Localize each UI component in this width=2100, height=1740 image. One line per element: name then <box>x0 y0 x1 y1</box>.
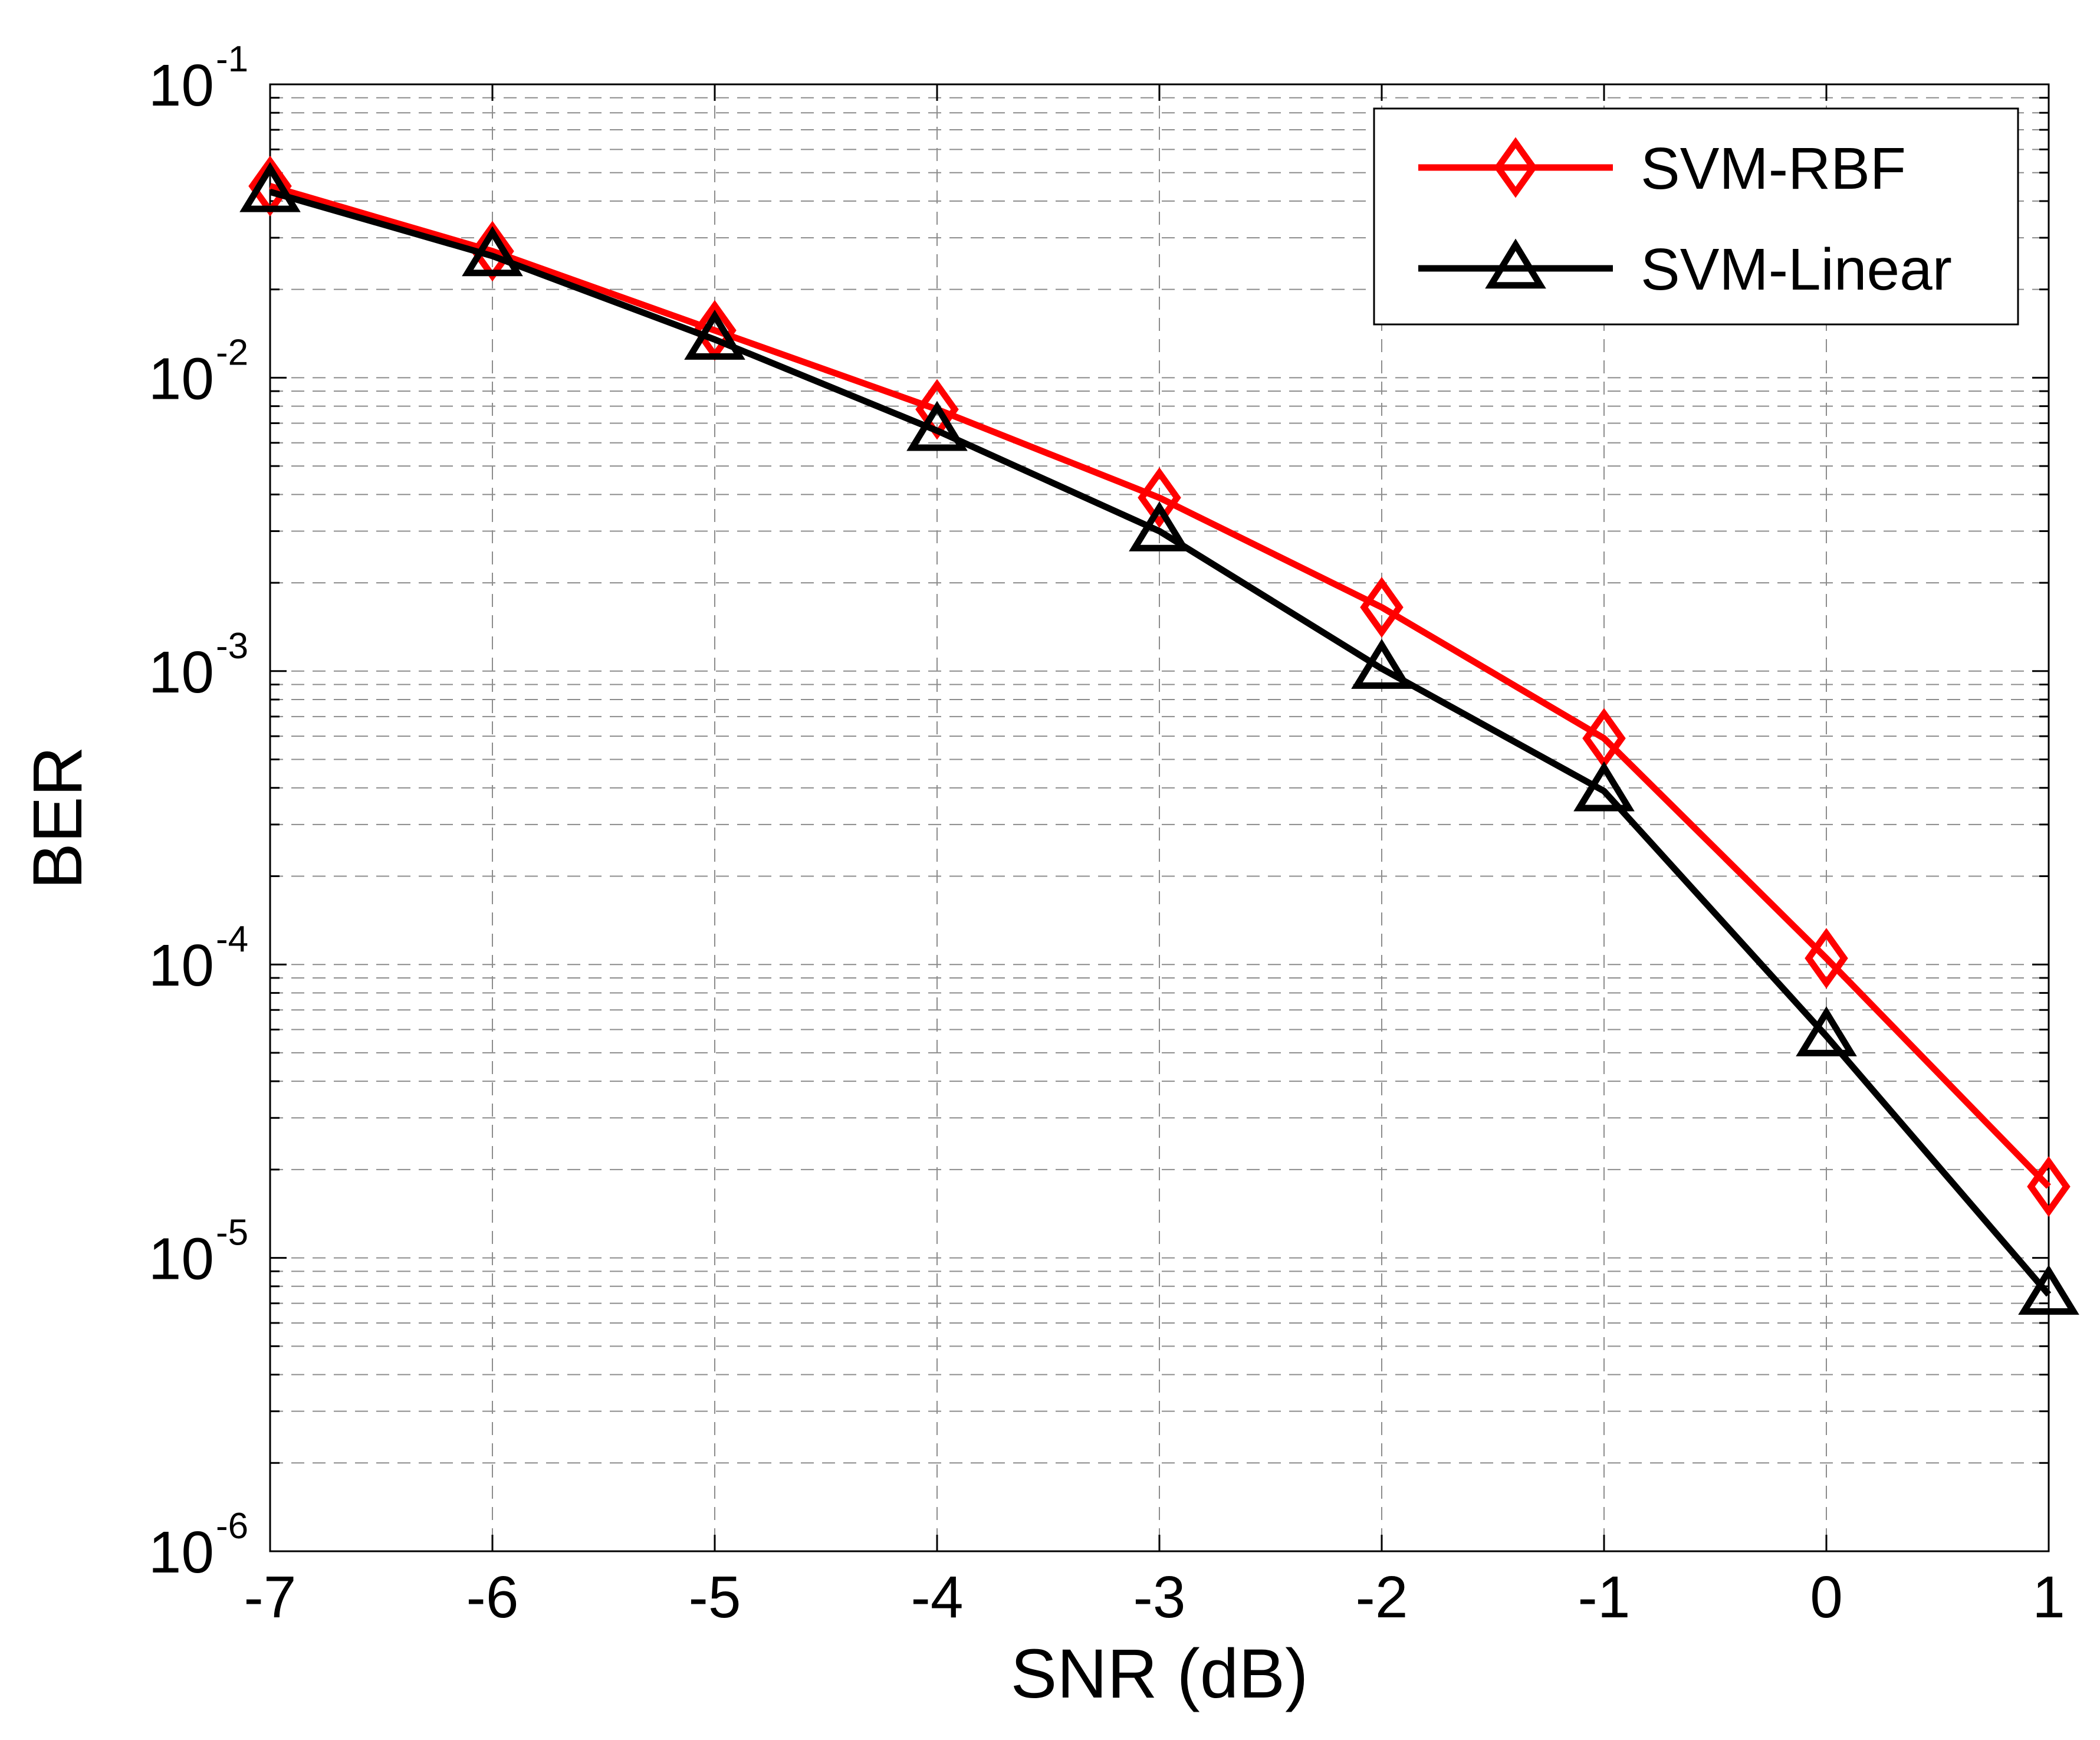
data-point-diamond <box>1805 928 1848 989</box>
axis-ticks: -7 -6 -5 -4 -3 -2 -1 0 110-610-510-410-310-210-1 <box>149 39 2065 1630</box>
x-tick-label: -3 <box>1133 1564 1186 1630</box>
x-tick-label: 1 <box>2032 1564 2065 1630</box>
y-tick-label: 10 <box>149 346 214 412</box>
y-tick-label: 10 <box>149 1226 214 1292</box>
data-point-triangle <box>1129 501 1190 551</box>
data-point-triangle <box>2018 1265 2079 1315</box>
data-point-triangle <box>1485 238 1546 289</box>
data-point-diamond <box>1138 467 1181 528</box>
legend-box <box>1373 107 2019 326</box>
x-tick-label: -6 <box>466 1564 519 1630</box>
series-group <box>239 156 2079 1315</box>
data-point-triangle <box>239 162 301 212</box>
x-axis-title: SNR (dB) <box>1011 1635 1309 1713</box>
data-point-triangle <box>1351 638 1412 689</box>
data-point-triangle <box>1796 1006 1857 1056</box>
legend: SVM-RBF SVM-Linear <box>1373 107 2019 326</box>
data-point-triangle <box>1573 761 1635 812</box>
y-tick-exponent: -6 <box>216 1506 248 1547</box>
data-point-diamond <box>1360 577 1404 638</box>
data-point-diamond <box>1494 137 1537 198</box>
y-tick-label: 10 <box>149 639 214 705</box>
legend-label-svm-linear: SVM-Linear <box>1641 237 1952 303</box>
y-tick-label: 10 <box>149 933 214 999</box>
data-point-triangle <box>684 310 745 360</box>
y-tick-exponent: -1 <box>216 39 248 80</box>
y-tick-exponent: -2 <box>216 332 248 373</box>
data-point-triangle <box>462 226 523 277</box>
y-tick-exponent: -5 <box>216 1213 248 1253</box>
data-point-triangle <box>906 400 968 451</box>
y-tick-exponent: -4 <box>216 919 248 960</box>
x-tick-label: -2 <box>1356 1564 1408 1630</box>
y-axis-title: BER <box>19 746 97 889</box>
legend-label-svm-rbf: SVM-RBF <box>1641 136 1906 202</box>
series-svm-linear <box>239 162 2079 1315</box>
y-tick-label: 10 <box>149 52 214 119</box>
x-tick-label: -1 <box>1578 1564 1631 1630</box>
series-line <box>269 189 2052 1297</box>
y-tick-label: 10 <box>149 1519 214 1585</box>
data-point-diamond <box>2027 1156 2071 1217</box>
x-tick-label: 0 <box>1810 1564 1843 1630</box>
series-line <box>269 183 2051 1189</box>
x-tick-label: -5 <box>689 1564 741 1630</box>
x-tick-label: -7 <box>244 1564 297 1630</box>
y-tick-exponent: -3 <box>216 626 248 667</box>
x-tick-label: -4 <box>911 1564 964 1630</box>
